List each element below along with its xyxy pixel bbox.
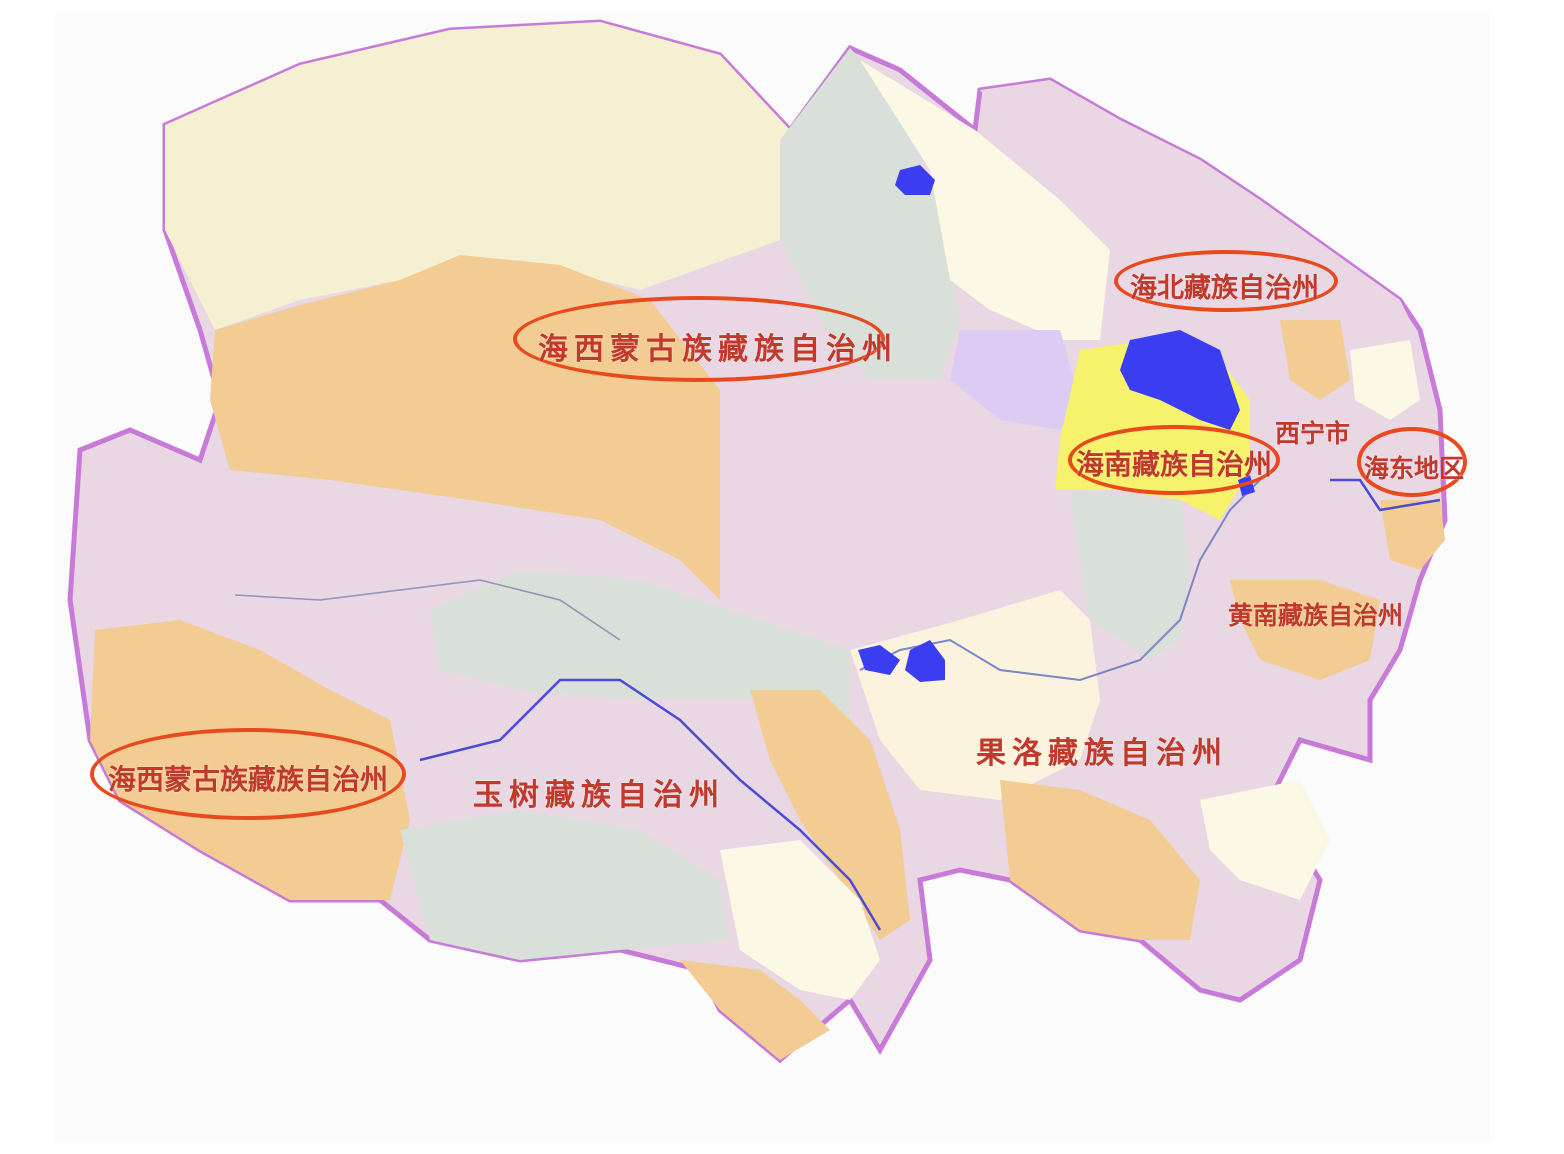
region-gray-south <box>400 810 730 960</box>
label-huangnan: 黄南藏族自治州 <box>1228 601 1404 630</box>
label-hainan: 海南藏族自治州 <box>1076 448 1273 481</box>
label-guoluo: 果洛藏族自治州 <box>976 736 1228 771</box>
highlight-ring-haidong <box>1357 427 1467 497</box>
label-xining: 西宁市 <box>1275 419 1351 448</box>
region-lavender <box>950 330 1080 430</box>
label-yushu: 玉树藏族自治州 <box>473 778 725 813</box>
river-tongtian <box>419 678 882 931</box>
river-west <box>234 579 621 641</box>
lake-gyaring <box>858 645 900 675</box>
label-haixi-south: 海西蒙古族藏族自治州 <box>108 763 389 796</box>
region-guoluo-orange <box>1000 780 1200 940</box>
lake-north <box>895 165 935 195</box>
region-east-orange-2 <box>1380 500 1445 570</box>
region-ivory-south <box>720 840 880 1000</box>
river-east <box>1330 478 1441 512</box>
region-guoluo <box>850 590 1100 800</box>
highlight-ring-haixi-south <box>90 728 406 820</box>
region-gray-north <box>780 48 960 380</box>
lake-ngoring <box>905 640 945 682</box>
lake-qinghai <box>1120 330 1240 430</box>
highlight-ring-haibei <box>1114 250 1338 312</box>
region-east-ivory <box>1350 340 1420 420</box>
region-east-ivory-2 <box>1200 780 1330 900</box>
label-haidong: 海东地区 <box>1364 454 1465 483</box>
region-gray-central <box>430 570 850 720</box>
region-orange-south <box>680 960 830 1060</box>
region-east-orange-1 <box>1280 320 1350 400</box>
label-haixi-north: 海西蒙古族藏族自治州 <box>538 332 898 367</box>
region-huangnan <box>1230 580 1380 680</box>
region-orange-yushu-east <box>750 690 910 940</box>
label-haibei: 海北藏族自治州 <box>1130 273 1319 304</box>
highlight-ring-haixi-north <box>513 296 885 382</box>
region-haixi-north-cream <box>165 22 790 330</box>
region-ivory-north <box>860 60 1110 340</box>
highlight-ring-hainan <box>1068 425 1280 495</box>
region-gray-east <box>1070 490 1190 660</box>
